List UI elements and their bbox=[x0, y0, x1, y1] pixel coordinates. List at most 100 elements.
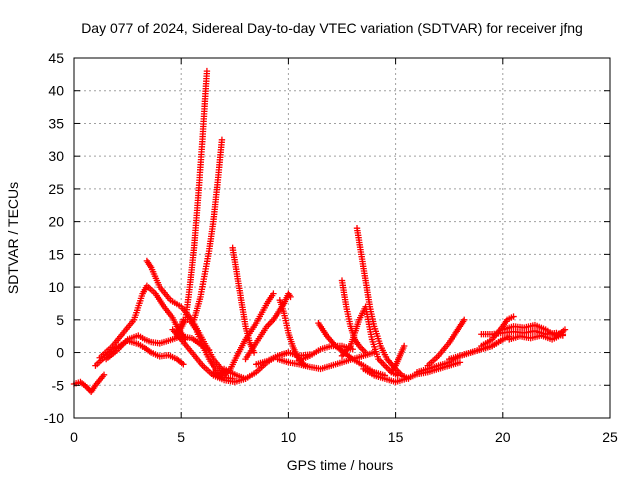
marker-trail bbox=[351, 357, 365, 368]
marker-trail bbox=[158, 285, 173, 302]
marker-trail bbox=[390, 370, 399, 378]
marker-trail bbox=[187, 318, 199, 331]
marker-trail bbox=[437, 359, 451, 369]
data-series-arc-1 bbox=[70, 371, 108, 396]
data-series-arc-25 bbox=[424, 316, 468, 369]
y-tick-label: 25 bbox=[48, 181, 64, 197]
marker-trail bbox=[202, 250, 212, 275]
marker-trail bbox=[325, 334, 338, 348]
data-series-arc-5 bbox=[143, 257, 228, 376]
data-series-arc-27 bbox=[478, 313, 517, 350]
marker-trail bbox=[529, 332, 543, 341]
marker-trail bbox=[229, 370, 238, 378]
marker-trail bbox=[480, 343, 494, 352]
marker-trail bbox=[544, 327, 558, 339]
marker-trail bbox=[207, 357, 218, 371]
marker-trail bbox=[357, 344, 368, 355]
marker-trail bbox=[167, 352, 178, 362]
marker-trail bbox=[285, 331, 296, 347]
marker-trail bbox=[299, 360, 308, 368]
grid bbox=[74, 58, 610, 418]
marker-trail bbox=[186, 247, 197, 288]
marker-trail bbox=[148, 266, 162, 289]
data-series-arc-13 bbox=[242, 290, 294, 363]
marker-trail bbox=[298, 361, 311, 370]
marker-trail bbox=[457, 318, 467, 328]
marker-trail bbox=[518, 333, 532, 341]
marker-trail bbox=[243, 341, 259, 361]
y-tick-label: 15 bbox=[48, 246, 64, 262]
marker-trail bbox=[491, 337, 504, 348]
marker-trail bbox=[319, 343, 333, 352]
marker-trail bbox=[339, 279, 350, 308]
marker-trail bbox=[281, 312, 292, 334]
marker-trail bbox=[469, 346, 483, 356]
marker-trail bbox=[234, 273, 244, 301]
marker-trail bbox=[234, 338, 248, 357]
marker-trail bbox=[110, 331, 125, 348]
marker-trail bbox=[373, 369, 386, 378]
marker-trail bbox=[265, 318, 275, 328]
marker-trail bbox=[506, 314, 515, 322]
marker-trail bbox=[195, 135, 206, 197]
marker-trail bbox=[397, 344, 407, 358]
marker-trail bbox=[201, 364, 215, 377]
marker-trail bbox=[144, 259, 154, 269]
marker-trail bbox=[523, 322, 536, 331]
data-series-arc-30 bbox=[506, 331, 567, 343]
marker-trail bbox=[354, 227, 365, 256]
marker-trail bbox=[436, 341, 451, 358]
marker-trail bbox=[416, 366, 429, 375]
marker-trail bbox=[158, 352, 170, 360]
marker-trail bbox=[362, 279, 373, 308]
marker-trail bbox=[140, 284, 149, 295]
marker-trail bbox=[265, 292, 276, 305]
marker-trail bbox=[352, 337, 362, 348]
marker-trail bbox=[491, 330, 504, 338]
marker-trail bbox=[153, 292, 166, 309]
y-tick-label: -10 bbox=[44, 410, 64, 426]
data-series-arc-8 bbox=[173, 67, 211, 340]
marker-trail bbox=[393, 354, 403, 367]
y-tick-label: 45 bbox=[48, 50, 64, 66]
marker-trail bbox=[199, 103, 208, 138]
marker-trail bbox=[371, 325, 383, 347]
marker-trail bbox=[501, 328, 515, 336]
y-axis-label: SDTVAR / TECUs bbox=[5, 182, 21, 294]
marker-trail bbox=[394, 376, 408, 385]
marker-trail bbox=[238, 299, 249, 328]
marker-trail bbox=[98, 344, 114, 360]
marker-trail bbox=[131, 292, 145, 321]
marker-trail bbox=[235, 373, 247, 382]
x-tick-label: 15 bbox=[388, 429, 404, 445]
marker-trail bbox=[426, 354, 440, 368]
marker-trail bbox=[276, 350, 290, 359]
marker-trail bbox=[447, 331, 458, 344]
marker-trail bbox=[512, 328, 526, 336]
marker-trail bbox=[193, 328, 205, 347]
plot-frame bbox=[73, 57, 611, 419]
marker-trail bbox=[143, 337, 153, 345]
x-tick-label: 25 bbox=[602, 429, 618, 445]
y-tick-label: 40 bbox=[48, 83, 64, 99]
marker-trail bbox=[190, 351, 205, 367]
data-series-arc-7 bbox=[169, 326, 249, 386]
marker-trail bbox=[206, 220, 217, 252]
marker-trail bbox=[512, 323, 526, 331]
marker-trail bbox=[115, 338, 129, 352]
marker-trail bbox=[150, 350, 161, 359]
data-series-arc-23 bbox=[388, 342, 408, 376]
marker-trail bbox=[508, 333, 521, 342]
marker-trail bbox=[287, 359, 301, 368]
y-tick-label: 35 bbox=[48, 115, 64, 131]
axis-ticks: 0 5 10 15 20 25 -10 -5 0 5 10 15 20 25 30 35 40 45 bbox=[44, 50, 618, 445]
marker-trail bbox=[480, 331, 494, 338]
marker-trail bbox=[271, 308, 282, 322]
marker-trail bbox=[501, 323, 515, 333]
y-tick-label: 20 bbox=[48, 214, 64, 230]
marker-trail bbox=[200, 345, 212, 361]
marker-trail bbox=[367, 306, 377, 328]
marker-trail bbox=[78, 380, 89, 390]
marker-trail bbox=[453, 324, 462, 335]
